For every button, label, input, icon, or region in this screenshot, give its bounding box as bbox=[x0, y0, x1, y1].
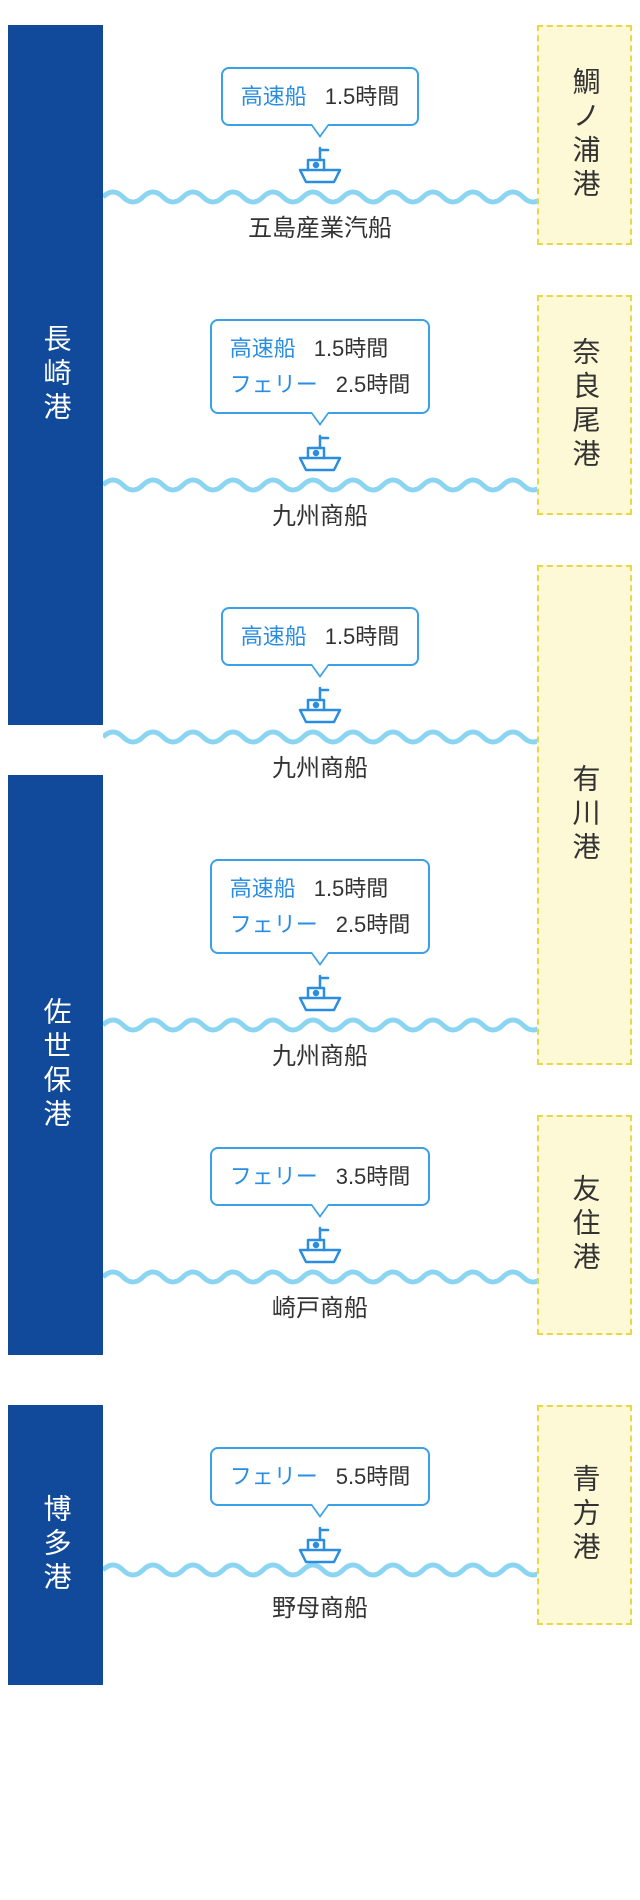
boat-icon bbox=[294, 144, 346, 186]
wave-line bbox=[103, 727, 537, 747]
wave-line bbox=[103, 475, 537, 495]
ship-type: 高速船 bbox=[230, 331, 296, 366]
ship-type: 高速船 bbox=[241, 619, 307, 654]
ship-type: 高速船 bbox=[241, 79, 307, 114]
service-row: 高速船 1.5時間 bbox=[241, 619, 400, 654]
route: フェリー 3.5時間 崎戸商船 bbox=[0, 1105, 640, 1365]
service-row: 高速船 1.5時間 bbox=[230, 871, 411, 906]
duration: 5.5時間 bbox=[336, 1459, 411, 1494]
route: 高速船 1.5時間 五島産業汽船 bbox=[0, 25, 640, 285]
service-info-box: 高速船 1.5時間 フェリー 2.5時間 bbox=[210, 319, 431, 413]
operator-name: 九州商船 bbox=[272, 1036, 368, 1071]
duration: 3.5時間 bbox=[336, 1159, 411, 1194]
boat-icon bbox=[294, 684, 346, 726]
service-info-box: フェリー 5.5時間 bbox=[210, 1447, 431, 1506]
duration: 1.5時間 bbox=[325, 79, 400, 114]
service-row: フェリー 3.5時間 bbox=[230, 1159, 411, 1194]
ship-type: フェリー bbox=[230, 1159, 318, 1194]
service-info-box: 高速船 1.5時間 フェリー 2.5時間 bbox=[210, 859, 431, 953]
service-row: 高速船 1.5時間 bbox=[241, 79, 400, 114]
duration: 2.5時間 bbox=[336, 907, 411, 942]
wave-line bbox=[103, 1267, 537, 1287]
operator-name: 九州商船 bbox=[272, 496, 368, 531]
service-row: 高速船 1.5時間 bbox=[230, 331, 411, 366]
duration: 1.5時間 bbox=[314, 331, 389, 366]
service-row: フェリー 5.5時間 bbox=[230, 1459, 411, 1494]
wave-line bbox=[103, 1015, 537, 1035]
route: フェリー 5.5時間 野母商船 bbox=[0, 1365, 640, 1665]
boat-icon bbox=[294, 972, 346, 1014]
operator-name: 九州商船 bbox=[272, 748, 368, 783]
route: 高速船 1.5時間 フェリー 2.5時間 九州商船 bbox=[0, 825, 640, 1105]
ship-type: フェリー bbox=[230, 1459, 318, 1494]
boat-icon bbox=[294, 1524, 346, 1566]
duration: 1.5時間 bbox=[314, 871, 389, 906]
service-info-box: フェリー 3.5時間 bbox=[210, 1147, 431, 1206]
ship-type: 高速船 bbox=[230, 871, 296, 906]
boat-icon bbox=[294, 432, 346, 474]
route: 高速船 1.5時間 フェリー 2.5時間 九州商船 bbox=[0, 285, 640, 565]
service-info-box: 高速船 1.5時間 bbox=[221, 67, 420, 126]
operator-name: 崎戸商船 bbox=[272, 1288, 368, 1323]
ship-type: フェリー bbox=[230, 907, 318, 942]
service-info-box: 高速船 1.5時間 bbox=[221, 607, 420, 666]
ship-type: フェリー bbox=[230, 367, 318, 402]
service-row: フェリー 2.5時間 bbox=[230, 907, 411, 942]
operator-name: 野母商船 bbox=[272, 1588, 368, 1623]
route-diagram: 長崎港 佐世保港 博多港 鯛ノ浦港 奈良尾港 有川港 友住港 青方港 高速船 1… bbox=[0, 0, 640, 1690]
route: 高速船 1.5時間 九州商船 bbox=[0, 565, 640, 825]
duration: 2.5時間 bbox=[336, 367, 411, 402]
operator-name: 五島産業汽船 bbox=[248, 208, 392, 243]
duration: 1.5時間 bbox=[325, 619, 400, 654]
boat-icon bbox=[294, 1224, 346, 1266]
wave-line bbox=[103, 187, 537, 207]
service-row: フェリー 2.5時間 bbox=[230, 367, 411, 402]
